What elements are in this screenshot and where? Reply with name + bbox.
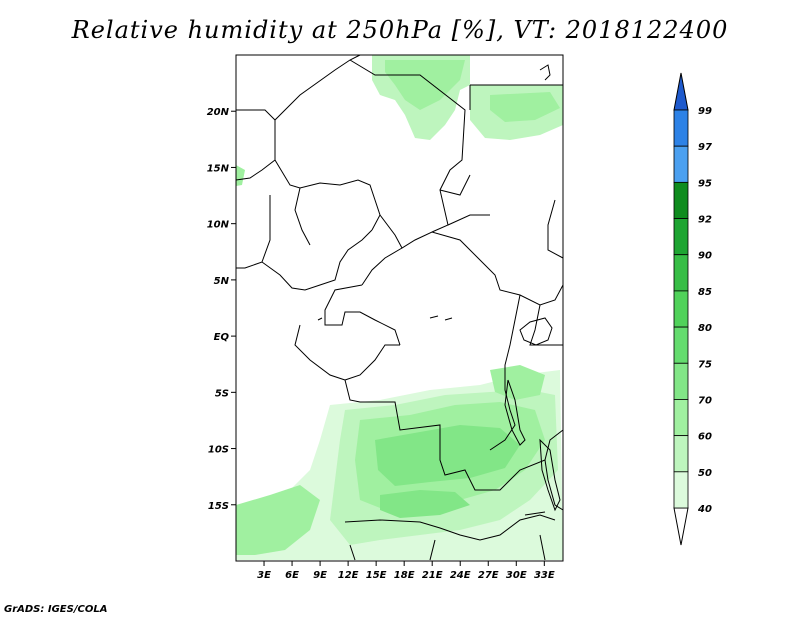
colorbar-segment [673, 145, 689, 183]
lat-tick-label: 5S [215, 388, 229, 399]
grads-credit: GrADS: IGES/COLA [4, 604, 108, 615]
colorbar: 99 97 95 92 90 85 80 75 70 60 50 40 [673, 72, 712, 546]
colorbar-segment [673, 435, 689, 473]
lon-tick-label: 21E [422, 570, 443, 581]
lon-tick-label: 18E [394, 570, 415, 581]
colorbar-segment [673, 399, 689, 437]
latitude-axis: 20N 15N 10N 5N EQ 5S 10S 15S [207, 107, 236, 512]
colorbar-label: 75 [698, 359, 712, 370]
lat-tick-label: 15N [207, 163, 230, 174]
colorbar-top-arrow [673, 72, 689, 111]
colorbar-segment [673, 109, 689, 147]
colorbar-segment [673, 362, 689, 400]
colorbar-segment [673, 290, 689, 328]
lon-tick-label: 33E [534, 570, 555, 581]
colorbar-label: 99 [698, 106, 712, 117]
lon-tick-label: 6E [285, 570, 299, 581]
colorbar-segment [673, 181, 689, 219]
colorbar-label: 50 [698, 468, 712, 479]
colorbar-label: 40 [697, 504, 712, 515]
colorbar-segment [673, 254, 689, 292]
colorbar-label: 70 [698, 395, 712, 406]
lon-tick-label: 12E [338, 570, 359, 581]
colorbar-label: 97 [698, 142, 712, 153]
lat-tick-label: 15S [208, 501, 229, 512]
colorbar-segment [673, 326, 689, 364]
lon-tick-label: 24E [450, 570, 471, 581]
country-borders [235, 54, 564, 561]
lat-tick-label: EQ [214, 332, 230, 343]
colorbar-bottom-arrow [673, 507, 689, 546]
lat-tick-label: 10S [208, 445, 229, 456]
colorbar-label: 60 [698, 432, 712, 443]
colorbar-label: 80 [698, 323, 712, 334]
colorbar-segment [673, 218, 689, 256]
lon-tick-label: 27E [478, 570, 499, 581]
colorbar-label: 92 [698, 215, 712, 226]
lat-tick-label: 10N [207, 220, 230, 231]
lon-tick-label: 9E [313, 570, 327, 581]
lat-tick-label: 5N [214, 276, 230, 287]
lon-tick-label: 15E [366, 570, 387, 581]
lat-tick-label: 20N [207, 107, 230, 118]
colorbar-segment [673, 471, 689, 509]
colorbar-label: 85 [698, 287, 712, 298]
colorbar-label: 95 [698, 178, 712, 189]
lon-tick-label: 30E [506, 570, 527, 581]
colorbar-label: 90 [698, 251, 712, 262]
longitude-axis: 3E 6E 9E 12E 15E 18E 21E 24E 27E 30E 33E [257, 561, 555, 581]
chart-title: Relative humidity at 250hPa [%], VT: 201… [71, 16, 729, 44]
humidity-shading [236, 55, 563, 560]
lon-tick-label: 3E [257, 570, 271, 581]
map-frame [235, 54, 564, 562]
